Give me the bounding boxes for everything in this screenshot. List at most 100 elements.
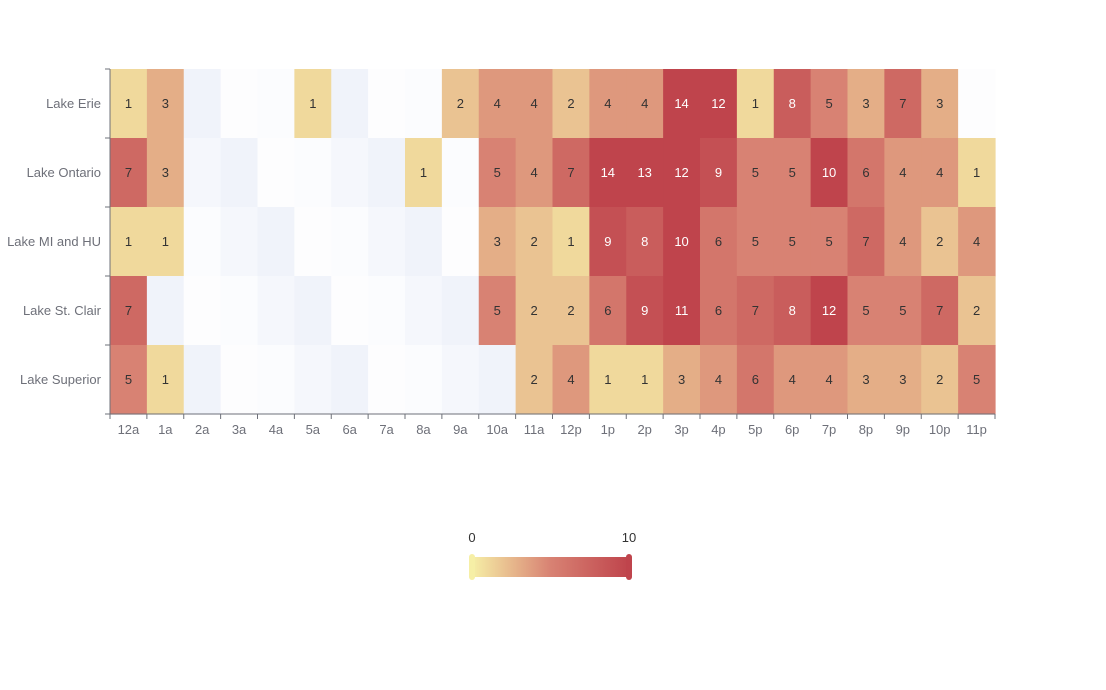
heatmap-cell[interactable] bbox=[110, 138, 148, 208]
heatmap-cell[interactable] bbox=[368, 207, 406, 277]
heatmap-cell[interactable] bbox=[257, 138, 295, 208]
heatmap-cell[interactable] bbox=[220, 69, 259, 139]
heatmap-cell[interactable] bbox=[552, 276, 590, 346]
heatmap-cell[interactable] bbox=[736, 69, 775, 139]
heatmap-cell[interactable] bbox=[331, 138, 369, 208]
heatmap-cell[interactable] bbox=[589, 138, 627, 208]
heatmap-cell[interactable] bbox=[441, 345, 480, 415]
heatmap-cell[interactable] bbox=[110, 69, 148, 139]
heatmap-cell[interactable] bbox=[331, 276, 369, 346]
heatmap-cell[interactable] bbox=[773, 276, 812, 346]
heatmap-cell[interactable] bbox=[183, 276, 222, 346]
heatmap-cell[interactable] bbox=[884, 69, 922, 139]
heatmap-cell[interactable] bbox=[552, 138, 590, 208]
heatmap-cell[interactable] bbox=[884, 138, 922, 208]
heatmap-cell[interactable] bbox=[958, 69, 996, 139]
heatmap-cell[interactable] bbox=[257, 207, 295, 277]
heatmap-cell[interactable] bbox=[294, 207, 332, 277]
heatmap-cell[interactable] bbox=[478, 276, 517, 346]
heatmap-cell[interactable] bbox=[736, 207, 775, 277]
heatmap-cell[interactable] bbox=[884, 345, 922, 415]
heatmap-cell[interactable] bbox=[368, 138, 406, 208]
heatmap-cell[interactable] bbox=[663, 345, 701, 415]
heatmap-cell[interactable] bbox=[220, 138, 259, 208]
heatmap-cell[interactable] bbox=[368, 345, 406, 415]
heatmap-cell[interactable] bbox=[441, 207, 480, 277]
heatmap-cell[interactable] bbox=[257, 276, 295, 346]
heatmap-cell[interactable] bbox=[589, 207, 627, 277]
heatmap-cell[interactable] bbox=[552, 345, 590, 415]
heatmap-cell[interactable] bbox=[220, 345, 259, 415]
heatmap-cell[interactable] bbox=[810, 138, 849, 208]
visual-map-max-handle[interactable] bbox=[626, 554, 632, 580]
heatmap-cell[interactable] bbox=[331, 207, 369, 277]
heatmap-cell[interactable] bbox=[773, 138, 812, 208]
heatmap-cell[interactable] bbox=[146, 207, 185, 277]
heatmap-cell[interactable] bbox=[921, 345, 959, 415]
heatmap-cell[interactable] bbox=[847, 276, 885, 346]
heatmap-cell[interactable] bbox=[847, 345, 885, 415]
heatmap-cell[interactable] bbox=[626, 69, 664, 139]
heatmap-cell[interactable] bbox=[847, 69, 885, 139]
heatmap-cell[interactable] bbox=[331, 69, 369, 139]
heatmap-cell[interactable] bbox=[515, 69, 554, 139]
heatmap-cell[interactable] bbox=[110, 207, 148, 277]
heatmap-cell[interactable] bbox=[478, 207, 517, 277]
heatmap-cell[interactable] bbox=[478, 69, 517, 139]
heatmap-cell[interactable] bbox=[736, 138, 775, 208]
heatmap-cell[interactable] bbox=[958, 276, 996, 346]
heatmap-cell[interactable] bbox=[700, 138, 738, 208]
heatmap-cell[interactable] bbox=[183, 138, 222, 208]
heatmap-cell[interactable] bbox=[294, 345, 332, 415]
heatmap-cell[interactable] bbox=[183, 69, 222, 139]
heatmap-cell[interactable] bbox=[257, 69, 295, 139]
heatmap-cell[interactable] bbox=[405, 207, 443, 277]
heatmap-cell[interactable] bbox=[146, 69, 185, 139]
heatmap-cell[interactable] bbox=[663, 69, 701, 139]
heatmap-cell[interactable] bbox=[700, 276, 738, 346]
heatmap-cell[interactable] bbox=[884, 276, 922, 346]
heatmap-cell[interactable] bbox=[110, 276, 148, 346]
heatmap-cell[interactable] bbox=[810, 345, 849, 415]
heatmap-cell[interactable] bbox=[958, 345, 996, 415]
heatmap-cell[interactable] bbox=[663, 207, 701, 277]
heatmap-cell[interactable] bbox=[884, 207, 922, 277]
heatmap-cell[interactable] bbox=[183, 345, 222, 415]
heatmap-cell[interactable] bbox=[220, 276, 259, 346]
heatmap-cell[interactable] bbox=[589, 276, 627, 346]
heatmap-cell[interactable] bbox=[146, 345, 185, 415]
heatmap-cell[interactable] bbox=[921, 276, 959, 346]
heatmap-cell[interactable] bbox=[921, 138, 959, 208]
heatmap-cell[interactable] bbox=[220, 207, 259, 277]
heatmap-cell[interactable] bbox=[515, 207, 554, 277]
heatmap-cell[interactable] bbox=[478, 138, 517, 208]
heatmap-cell[interactable] bbox=[700, 207, 738, 277]
heatmap-cell[interactable] bbox=[773, 69, 812, 139]
heatmap-cell[interactable] bbox=[441, 138, 480, 208]
heatmap-cell[interactable] bbox=[810, 276, 849, 346]
heatmap-cell[interactable] bbox=[294, 69, 332, 139]
heatmap-cell[interactable] bbox=[405, 276, 443, 346]
heatmap-cell[interactable] bbox=[810, 69, 849, 139]
heatmap-cell[interactable] bbox=[810, 207, 849, 277]
visual-map-legend[interactable]: 0 10 bbox=[468, 530, 636, 580]
heatmap-cell[interactable] bbox=[552, 69, 590, 139]
heatmap-cell[interactable] bbox=[405, 345, 443, 415]
heatmap-cell[interactable] bbox=[626, 138, 664, 208]
heatmap-cell[interactable] bbox=[736, 276, 775, 346]
heatmap-cell[interactable] bbox=[441, 69, 480, 139]
heatmap-cell[interactable] bbox=[773, 345, 812, 415]
heatmap-cell[interactable] bbox=[515, 276, 554, 346]
heatmap-cell[interactable] bbox=[736, 345, 775, 415]
heatmap-cell[interactable] bbox=[294, 276, 332, 346]
heatmap-cell[interactable] bbox=[589, 69, 627, 139]
heatmap-cell[interactable] bbox=[183, 207, 222, 277]
heatmap-cell[interactable] bbox=[441, 276, 480, 346]
heatmap-cell[interactable] bbox=[552, 207, 590, 277]
heatmap-cell[interactable] bbox=[589, 345, 627, 415]
heatmap-cell[interactable] bbox=[958, 207, 996, 277]
heatmap-cell[interactable] bbox=[294, 138, 332, 208]
heatmap-cell[interactable] bbox=[958, 138, 996, 208]
heatmap-cell[interactable] bbox=[700, 345, 738, 415]
heatmap-cell[interactable] bbox=[146, 138, 185, 208]
